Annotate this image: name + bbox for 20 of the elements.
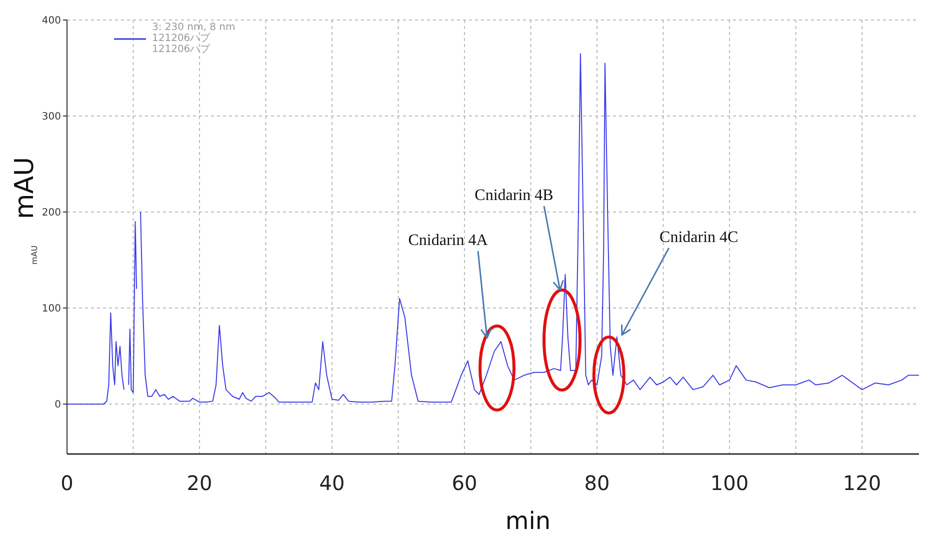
y-tick-label: 0 <box>54 400 61 411</box>
x-tick-label: 120 <box>842 471 882 496</box>
x-tick-label: 60 <box>452 471 478 496</box>
text: mAU <box>30 245 39 265</box>
legend-title: 3: 230 nm, 8 nm <box>151 22 236 33</box>
y-tick-label: 300 <box>42 112 61 123</box>
y-axis-title: mAU <box>10 156 40 220</box>
x-tick-label: 20 <box>186 471 212 496</box>
y-tick-label: 200 <box>42 208 61 219</box>
x-tick-label: 100 <box>710 471 749 496</box>
annotation: Cnidarin 4C <box>660 228 738 246</box>
annotation: 121206ハブ <box>151 44 212 55</box>
x-tick-label: 40 <box>319 471 345 496</box>
y-tick-label: 100 <box>42 304 61 315</box>
y-tick-label: 400 <box>42 16 61 27</box>
x-tick-label: 80 <box>584 471 610 496</box>
legend-label: 121206ハブ <box>151 33 210 44</box>
x-axis-title: min <box>505 507 551 535</box>
annotation: Cnidarin 4B <box>474 187 554 204</box>
annotation: Cnidarin 4A <box>408 232 488 249</box>
